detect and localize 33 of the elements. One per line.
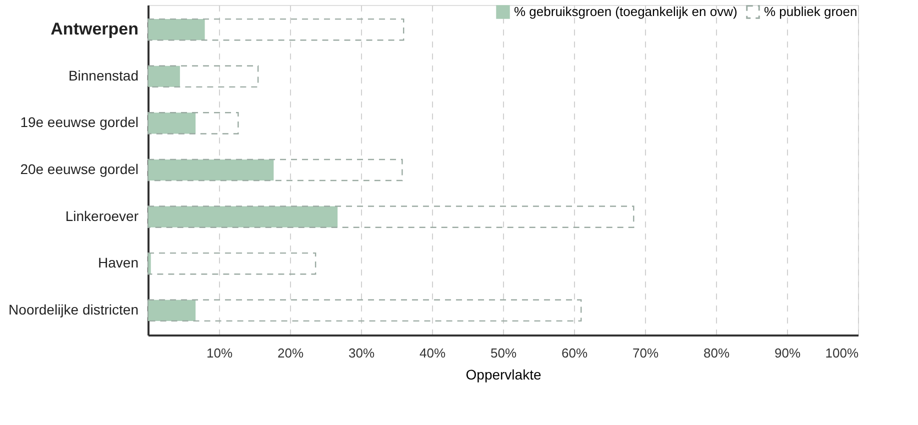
x-tick-label: 100% (825, 346, 859, 360)
bar (148, 300, 196, 321)
bar (147, 18, 404, 41)
y-tick-label: 20e eeuwse gordel (20, 161, 138, 177)
bar (147, 252, 316, 275)
bar (147, 112, 239, 134)
x-tick-label: 40% (419, 346, 446, 360)
x-tick-label: 50% (490, 346, 517, 360)
bar (147, 299, 582, 322)
y-tick-label: 19e eeuwse gordel (20, 114, 138, 130)
x-tick-label: 10% (206, 346, 233, 360)
legend-label: % publiek groen (764, 4, 858, 19)
y-tick-label: Noordelijke districten (8, 301, 138, 318)
y-tick-label: Binnenstad (68, 67, 138, 84)
bar (147, 65, 259, 88)
bar (148, 112, 196, 134)
bar (148, 19, 205, 40)
legend-label: % gebruiksgroen (toegankelijk en ovw) (514, 4, 738, 19)
y-tick-label: Haven (98, 254, 138, 271)
y-tick-label: Antwerpen (50, 20, 138, 39)
bar (147, 158, 403, 182)
x-tick-label: 90% (774, 346, 801, 360)
bar (147, 206, 634, 228)
bar (148, 206, 338, 228)
y-tick-label: Linkeroever (65, 208, 139, 224)
x-tick-label: 30% (348, 346, 375, 360)
bar (148, 159, 274, 181)
x-tick-label: 20% (277, 346, 304, 360)
x-tick-label: 80% (703, 346, 730, 360)
x-axis-title: Oppervlakte (466, 366, 542, 382)
x-tick-label: 60% (561, 346, 588, 360)
x-tick-label: 70% (632, 346, 659, 360)
bar (148, 66, 180, 87)
